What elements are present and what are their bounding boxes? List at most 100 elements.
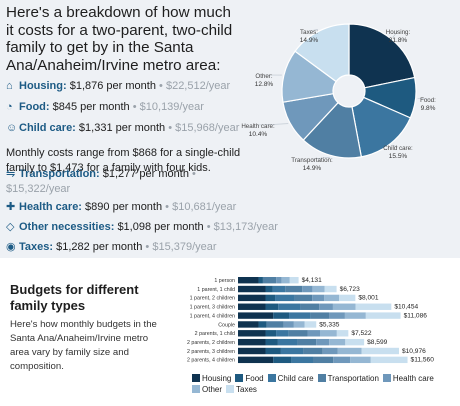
bar-segment-other [324, 294, 340, 302]
cost-separator: • [188, 168, 196, 180]
bar-segment-health-care [316, 338, 330, 346]
donut-slice-housing [348, 23, 416, 89]
bar-segment-taxes [370, 356, 408, 364]
legend-label: Food [245, 374, 264, 383]
budgets-description: Here's how monthly budgets in the Santa … [10, 319, 157, 372]
legend-swatch [192, 385, 200, 393]
bar-segment-transportation [297, 338, 317, 346]
cost-yearly: $15,379/year [152, 241, 217, 253]
bar-segment-food [273, 356, 292, 364]
bar-total-label: $11,560 [411, 357, 435, 364]
bar-total-label: $10,454 [394, 304, 418, 311]
bar-segment-other [293, 321, 305, 328]
legend-item-child-care: Child care [267, 373, 314, 384]
bar-segment-transportation [303, 347, 323, 355]
bar-segment-housing [238, 356, 274, 364]
donut-label-transportation: Transportation: [291, 157, 333, 164]
bar-segment-food [265, 285, 273, 293]
donut-slice-child-care [351, 96, 412, 158]
cost-separator: • [129, 101, 137, 113]
bar-segment-other [350, 356, 371, 364]
bar-segment-housing [238, 303, 266, 310]
cost-label: Transportation: [19, 168, 100, 180]
bar-category-label: 1 person [214, 278, 235, 284]
bar-segment-taxes [324, 285, 337, 293]
budgets-title: Budgets for different family types [10, 282, 139, 313]
bar-segment-child-care [278, 303, 301, 310]
bar-segment-health-care [307, 330, 321, 337]
bar-segment-transportation [300, 303, 320, 310]
cost-yearly: $10,681/year [172, 201, 237, 213]
legend-swatch [226, 385, 235, 393]
food-icon: ◔ [6, 101, 13, 113]
donut-leader-line [257, 123, 289, 126]
bar-total-label: $8,001 [358, 295, 379, 302]
cost-item-taxes: ◉ Taxes: $1,282 per month • $15,379/year [6, 240, 217, 255]
legend-label: Transportation [327, 374, 379, 383]
cost-monthly: $1,331 per month [78, 122, 166, 134]
bar-segment-child-care [291, 356, 313, 364]
donut-leader-line [308, 29, 318, 32]
bar-segment-taxes [355, 303, 392, 310]
bar-segment-child-care [275, 294, 295, 302]
cost-yearly: $13,173/year [213, 221, 278, 233]
bar-category-label: 2 parents, 3 children [187, 349, 235, 355]
legend-swatch [192, 374, 200, 382]
bar-category-label: 1 parent, 3 children [190, 305, 235, 311]
donut-leader-line [392, 30, 399, 38]
donut-value-transportation: 14.9% [303, 165, 322, 172]
bar-segment-health-care [276, 277, 282, 284]
bar-category-label: 1 parent, 1 child [197, 287, 235, 293]
cost-yearly: $22,512/year [165, 80, 231, 92]
legend-swatch [267, 374, 276, 382]
bar-segment-food [265, 330, 277, 337]
legend-label: Health care [392, 374, 434, 383]
donut-label-other: Other: [255, 73, 272, 80]
bar-segment-child-care [277, 338, 298, 346]
bar-segment-health-care [283, 321, 294, 328]
donut-leader-line [311, 156, 330, 160]
bar-segment-housing [238, 330, 266, 337]
cost-monthly: $1,282 per month [56, 241, 143, 253]
bar-segment-other [329, 338, 346, 346]
legend-swatch [317, 374, 326, 382]
bar-total-label: $11,086 [404, 312, 428, 319]
bar-total-label: $5,335 [319, 321, 340, 328]
legend-item-health-care: Health care [382, 373, 434, 384]
bar-segment-taxes [361, 347, 399, 355]
donut-label-taxes: Taxes: [300, 29, 318, 36]
bar-segment-child-care [272, 285, 286, 293]
cost-item-other-necessities: ◇ Other necessities: $1,098 per month • $… [6, 220, 278, 235]
bar-segment-taxes [365, 312, 401, 319]
tag-icon: ◇ [6, 221, 15, 233]
cost-item-food: ◔ Food: $845 per month • $10,139/year [6, 100, 204, 115]
bar-segment-child-care [276, 330, 289, 337]
cost-label: Child care: [19, 122, 76, 134]
donut-value-food: 9.8% [421, 105, 436, 112]
donut-leader-line [417, 97, 429, 100]
cost-yearly: $10,139/year [139, 101, 204, 113]
bar-segment-transportation [310, 312, 330, 319]
bar-segment-taxes [304, 321, 317, 328]
cost-separator: • [155, 80, 163, 92]
cost-separator: • [165, 122, 173, 134]
legend-swatch [235, 374, 244, 382]
donut-slice-taxes [294, 23, 350, 83]
donut-slice-transportation [302, 101, 363, 159]
bar-segment-housing [238, 277, 259, 284]
bar-segment-taxes [289, 277, 299, 284]
bar-segment-food [265, 294, 276, 302]
dollar-icon: ◉ [6, 241, 16, 253]
bar-segment-health-care [312, 294, 325, 302]
bar-segment-child-care [289, 312, 311, 319]
donut-label-health-care: Health care: [241, 123, 275, 130]
bar-segment-other [312, 285, 325, 293]
bar-total-label: $8,599 [367, 339, 388, 346]
cost-label: Other necessities: [19, 221, 115, 233]
legend-label: Child care [277, 374, 314, 383]
bar-segment-health-care [329, 312, 345, 319]
donut-value-taxes: 14.9% [300, 37, 319, 44]
bar-segment-taxes [336, 330, 349, 337]
bar-category-label: 2 parents, 1 child [195, 331, 235, 337]
